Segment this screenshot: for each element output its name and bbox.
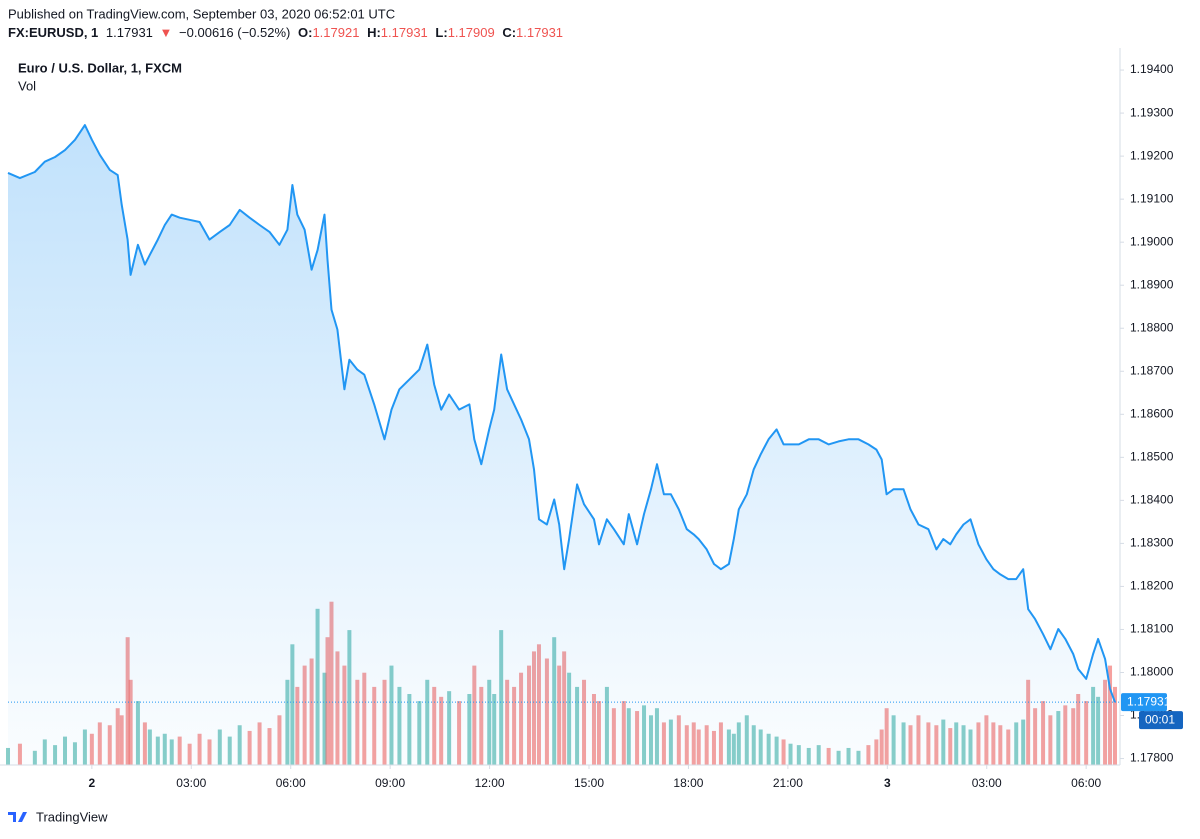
published-note: Published on TradingView.com, September …	[8, 6, 395, 21]
last-price-label: 1.17931	[1127, 694, 1171, 708]
y-tick-label: 1.19200	[1130, 148, 1174, 162]
last-price-box	[1121, 693, 1167, 712]
x-tick-label: 12:00	[475, 776, 505, 790]
y-tick-label: 1.19000	[1130, 234, 1174, 248]
last-price: 1.17931	[106, 25, 153, 40]
countdown-box	[1139, 711, 1183, 730]
y-tick-label: 1.18700	[1130, 363, 1174, 377]
brand: TradingView	[36, 809, 108, 824]
ohlc-label: H:	[367, 25, 381, 40]
x-tick-label: 21:00	[773, 776, 803, 790]
y-tick-label: 1.18200	[1130, 579, 1174, 593]
y-tick-label: 1.18500	[1130, 450, 1174, 464]
change: −0.00616 (−0.52%)	[179, 25, 290, 40]
y-tick-label: 1.18900	[1130, 277, 1174, 291]
x-tick-label: 18:00	[673, 776, 703, 790]
ohlc-label: C:	[502, 25, 516, 40]
ohlc-value: 1.17909	[448, 25, 495, 40]
ohlc-value: 1.17931	[516, 25, 563, 40]
countdown-label: 00:01	[1145, 712, 1175, 726]
x-tick-label: 03:00	[972, 776, 1002, 790]
y-tick-label: 1.18100	[1130, 622, 1174, 636]
price-line	[7, 124, 1116, 703]
brand-logo	[8, 812, 27, 822]
ohlc-value: 1.17921	[312, 25, 359, 40]
area-layer	[7, 124, 1116, 766]
x-tick-label: 3	[884, 776, 891, 790]
x-tick-label: 15:00	[574, 776, 604, 790]
y-tick-label: 1.19100	[1130, 191, 1174, 205]
x-tick-label: 03:00	[176, 776, 206, 790]
area-fill	[8, 125, 1115, 766]
legend-volume: Vol	[18, 78, 36, 93]
change-arrow: ▼	[160, 25, 173, 40]
y-tick-label: 1.17800	[1130, 751, 1174, 765]
y-tick-label: 1.18400	[1130, 493, 1174, 507]
ohlc-label: O:	[298, 25, 312, 40]
x-tick-label: 06:00	[1071, 776, 1101, 790]
y-tick-label: 1.18600	[1130, 406, 1174, 420]
x-tick-label: 06:00	[276, 776, 306, 790]
x-tick-label: 09:00	[375, 776, 405, 790]
y-tick-label: 1.18000	[1130, 665, 1174, 679]
x-tick-label: 2	[89, 776, 96, 790]
ohlc-value: 1.17931	[381, 25, 428, 40]
symbol: FX:EURUSD, 1	[8, 25, 98, 40]
y-tick-label: 1.19300	[1130, 105, 1174, 119]
logo-shape	[8, 812, 27, 822]
symbol-line: FX:EURUSD, 1 1.17931 ▼ −0.00616 (−0.52%)…	[8, 25, 563, 40]
y-tick-label: 1.18300	[1130, 536, 1174, 550]
y-tick-label: 1.19400	[1130, 62, 1174, 76]
ohlc-label: L:	[435, 25, 447, 40]
y-tick-label: 1.18800	[1130, 320, 1174, 334]
legend-series: Euro / U.S. Dollar, 1, FXCM	[18, 60, 182, 75]
